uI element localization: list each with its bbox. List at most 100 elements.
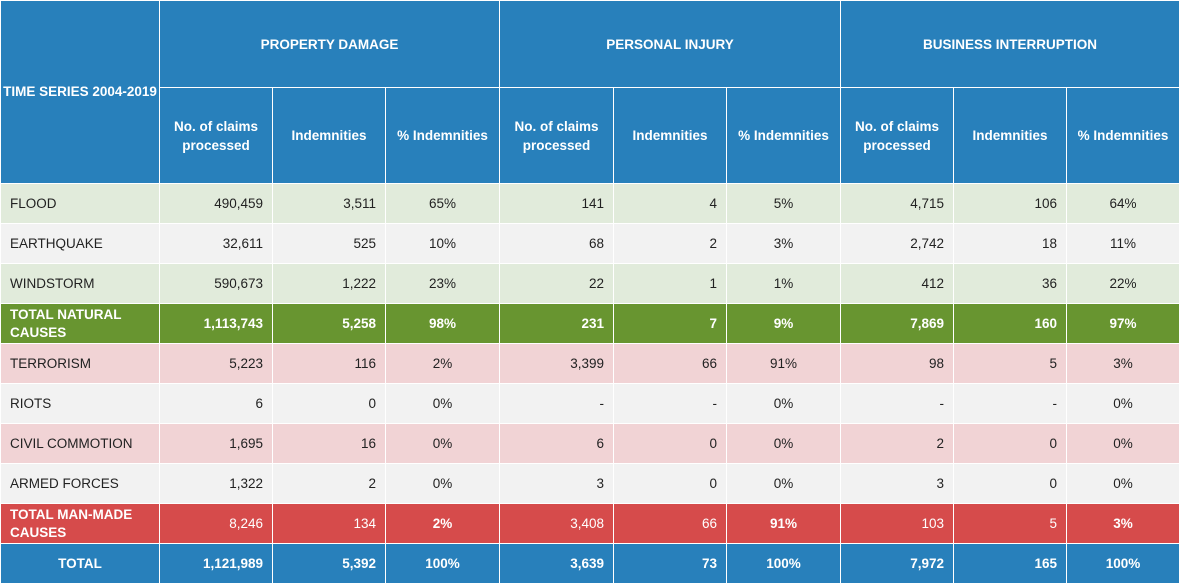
pct-indemnities-cell: 100%: [726, 543, 842, 584]
claims-processed-cell: 98: [840, 343, 955, 384]
pct-indemnities-cell: 65%: [384, 183, 501, 224]
pct-indemnities-cell: 0%: [384, 383, 501, 424]
indemnities-cell: 73: [613, 543, 728, 584]
claims-processed-cell: 7,972: [840, 543, 955, 584]
time-series-header: TIME SERIES 2004-2019: [0, 0, 160, 184]
pct-indemnities-cell: 91%: [726, 503, 842, 544]
indemnities-cell: 1: [613, 263, 728, 304]
pct-indemnities-cell: 64%: [1066, 183, 1179, 224]
row-label: WINDSTORM: [0, 263, 160, 304]
claims-processed-header: No. of claims processed: [499, 87, 615, 184]
pct-indemnities-cell: 98%: [384, 303, 501, 344]
indemnities-cell: 7: [613, 303, 728, 344]
claims-processed-cell: 141: [499, 183, 615, 224]
row-label: ARMED FORCES: [0, 463, 160, 504]
table-row: ARMED FORCES 1,322 2 0% 3 0 0% 3 0 0%: [0, 463, 1179, 504]
claims-processed-cell: 22: [499, 263, 615, 304]
pct-indemnities-cell: 3%: [1066, 503, 1179, 544]
claims-processed-header: No. of claims processed: [159, 87, 273, 184]
indemnities-cell: 66: [613, 503, 728, 544]
indemnities-header: Indemnities: [953, 87, 1068, 184]
pct-indemnities-cell: 3%: [726, 223, 842, 264]
indemnities-cell: 0: [953, 463, 1068, 504]
indemnities-cell: 0: [953, 423, 1068, 464]
claims-processed-cell: 1,121,989: [159, 543, 273, 584]
table-row: TOTAL MAN-MADE CAUSES 8,246 134 2% 3,408 66 91…: [0, 503, 1179, 544]
claims-processed-cell: 590,673: [159, 263, 273, 304]
business-interruption-header: BUSINESS INTERRUPTION: [840, 0, 1179, 88]
pct-indemnities-cell: 2%: [384, 343, 501, 384]
pct-indemnities-cell: 0%: [384, 463, 501, 504]
claims-processed-cell: 68: [499, 223, 615, 264]
indemnities-cell: 134: [272, 503, 386, 544]
pct-indemnities-header: % Indemnities: [726, 87, 842, 184]
pct-indemnities-cell: 1%: [726, 263, 842, 304]
indemnities-cell: -: [953, 383, 1068, 424]
claims-processed-cell: 4,715: [840, 183, 955, 224]
table-body: FLOOD 490,459 3,511 65% 141 4 5% 4,715 106 64% EAR…: [0, 183, 1179, 584]
pct-indemnities-cell: 91%: [726, 343, 842, 384]
pct-indemnities-cell: 2%: [384, 503, 501, 544]
pct-indemnities-cell: 0%: [726, 423, 842, 464]
pct-indemnities-cell: 0%: [1066, 383, 1179, 424]
indemnities-cell: 18: [953, 223, 1068, 264]
row-label: FLOOD: [0, 183, 160, 224]
claims-processed-cell: -: [499, 383, 615, 424]
indemnities-cell: 3,511: [272, 183, 386, 224]
claims-processed-cell: 6: [499, 423, 615, 464]
table-row: TOTAL 1,121,989 5,392 100% 3,639 73 100% 7,972 1…: [0, 543, 1179, 584]
table-row: FLOOD 490,459 3,511 65% 141 4 5% 4,715 106 64%: [0, 183, 1179, 224]
pct-indemnities-cell: 100%: [1066, 543, 1179, 584]
claims-processed-cell: 7,869: [840, 303, 955, 344]
claims-processed-cell: 2,742: [840, 223, 955, 264]
claims-processed-cell: 1,113,743: [159, 303, 273, 344]
table-row: TERRORISM 5,223 116 2% 3,399 66 91% 98 5 3%: [0, 343, 1179, 384]
pct-indemnities-cell: 100%: [384, 543, 501, 584]
row-label: EARTHQUAKE: [0, 223, 160, 264]
claims-processed-cell: 32,611: [159, 223, 273, 264]
claims-processed-cell: 490,459: [159, 183, 273, 224]
indemnities-cell: 5: [953, 503, 1068, 544]
claims-processed-cell: 412: [840, 263, 955, 304]
indemnities-cell: 4: [613, 183, 728, 224]
table-row: WINDSTORM 590,673 1,222 23% 22 1 1% 412 36 22%: [0, 263, 1179, 304]
indemnities-cell: 36: [953, 263, 1068, 304]
indemnities-cell: 0: [272, 383, 386, 424]
row-label: TERRORISM: [0, 343, 160, 384]
claims-processed-header: No. of claims processed: [840, 87, 955, 184]
claims-processed-cell: 231: [499, 303, 615, 344]
property-damage-header: PROPERTY DAMAGE: [158, 0, 501, 88]
pct-indemnities-cell: 23%: [384, 263, 501, 304]
pct-indemnities-cell: 97%: [1066, 303, 1179, 344]
indemnities-cell: 0: [613, 463, 728, 504]
claims-processed-cell: 3,408: [499, 503, 615, 544]
table-row: TOTAL NATURAL CAUSES 1,113,743 5,258 98% 231…: [0, 303, 1179, 344]
claims-processed-cell: 103: [840, 503, 955, 544]
table-row: RIOTS 6 0 0% - -0% - -0%: [0, 383, 1179, 424]
claims-processed-cell: 3: [499, 463, 615, 504]
claims-processed-cell: 1,322: [159, 463, 273, 504]
pct-indemnities-header: % Indemnities: [1066, 87, 1179, 184]
pct-indemnities-cell: 11%: [1066, 223, 1179, 264]
pct-indemnities-cell: 9%: [726, 303, 842, 344]
indemnities-header: Indemnities: [272, 87, 386, 184]
pct-indemnities-cell: 10%: [384, 223, 501, 264]
indemnities-cell: 116: [272, 343, 386, 384]
pct-indemnities-cell: 0%: [384, 423, 501, 464]
indemnities-header: Indemnities: [613, 87, 728, 184]
row-label: RIOTS: [0, 383, 160, 424]
claims-processed-cell: 3: [840, 463, 955, 504]
claims-processed-cell: 8,246: [159, 503, 273, 544]
indemnities-cell: -: [613, 383, 728, 424]
claims-processed-cell: 2: [840, 423, 955, 464]
pct-indemnities-header: % Indemnities: [384, 87, 501, 184]
claims-processed-cell: 3,639: [499, 543, 615, 584]
indemnities-cell: 5: [953, 343, 1068, 384]
indemnities-cell: 0: [613, 423, 728, 464]
pct-indemnities-cell: 5%: [726, 183, 842, 224]
claims-processed-cell: -: [840, 383, 955, 424]
claims-processed-cell: 1,695: [159, 423, 273, 464]
row-label: TOTAL: [0, 543, 160, 584]
indemnities-cell: 2: [272, 463, 386, 504]
